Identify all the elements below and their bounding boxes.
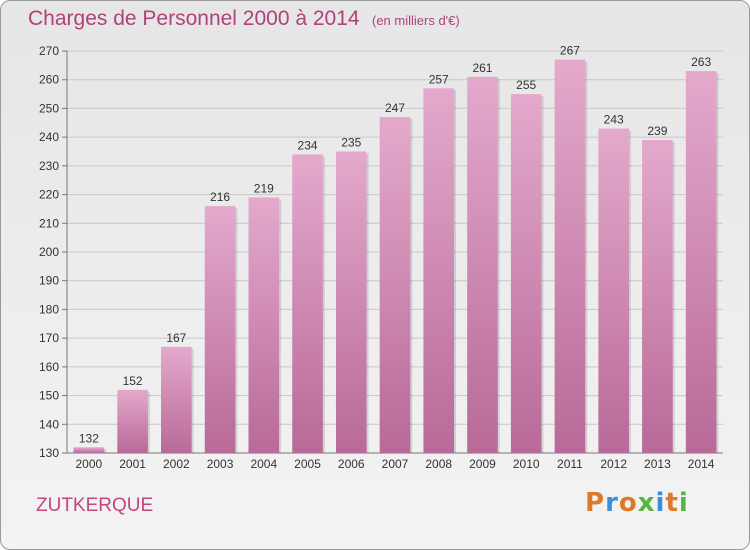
bar-2014	[685, 71, 717, 453]
data-labels: 132 152 167 216 219 234 235 247 257 261 255 267 243 2…	[79, 44, 712, 446]
data-label: 219	[254, 181, 274, 195]
x-tick-label: 2013	[644, 457, 671, 471]
logo-letter: x	[637, 488, 656, 518]
x-tick-label: 2007	[382, 457, 409, 471]
logo-letter: i	[678, 488, 689, 518]
data-label: 234	[298, 138, 318, 152]
data-label: 261	[472, 61, 492, 75]
y-tick-label: 130	[39, 446, 59, 460]
logo-letter: P	[585, 488, 606, 518]
bar-2006	[335, 151, 367, 453]
x-tick-label: 2004	[250, 457, 277, 471]
x-tick-label: 2006	[338, 457, 365, 471]
bar-2011	[554, 59, 586, 453]
x-tick-label: 2008	[425, 457, 452, 471]
x-tick-label: 2010	[513, 457, 540, 471]
bars	[73, 59, 719, 454]
data-label: 132	[79, 431, 99, 445]
bar-2000	[73, 447, 105, 453]
bar-2012	[598, 128, 629, 453]
chart-subtitle: (en milliers d'€)	[372, 13, 460, 28]
logo-letter: i	[655, 488, 666, 518]
x-tick-label: 2009	[469, 457, 496, 471]
y-tick-label: 190	[39, 274, 59, 288]
y-tick-label: 270	[39, 44, 59, 58]
y-tick-label: 240	[39, 130, 59, 144]
data-label: 255	[516, 78, 536, 92]
x-axis-ticks: 2000 2001 2002 2003 2004 2005 2006 2007 2008 2009…	[76, 457, 715, 471]
y-tick-label: 140	[39, 417, 59, 431]
bar-2005	[292, 154, 323, 453]
data-label: 247	[385, 101, 405, 115]
logo-letter: t	[665, 488, 679, 518]
y-tick-label: 210	[39, 216, 59, 230]
y-tick-label: 250	[39, 101, 59, 115]
y-tick-label: 200	[39, 245, 59, 259]
data-label: 152	[123, 374, 143, 388]
x-tick-label: 2011	[557, 457, 583, 471]
x-tick-label: 2014	[688, 457, 715, 471]
x-tick-label: 2002	[163, 457, 190, 471]
x-tick-label: 2000	[76, 457, 103, 471]
bar-2003	[204, 206, 236, 453]
proxiti-logo: Proxiti	[585, 488, 689, 518]
bar-2008	[423, 88, 455, 453]
data-label: 267	[560, 44, 580, 58]
y-tick-label: 180	[39, 302, 59, 316]
y-tick-label: 170	[39, 331, 59, 345]
x-tick-label: 2001	[119, 457, 146, 471]
logo-letter: o	[618, 488, 638, 518]
data-label: 243	[604, 113, 624, 127]
y-tick-label: 230	[39, 159, 59, 173]
x-tick-label: 2005	[294, 457, 321, 471]
data-label: 239	[647, 124, 667, 138]
y-tick-label: 220	[39, 188, 59, 202]
bar-2002	[161, 346, 192, 453]
data-label: 263	[691, 55, 711, 69]
data-label: 235	[341, 136, 361, 150]
bar-2013	[642, 140, 673, 453]
bar-2010	[510, 94, 542, 454]
x-tick-label: 2012	[600, 457, 627, 471]
chart-title: Charges de Personnel 2000 à 2014	[28, 7, 360, 30]
data-label: 216	[210, 190, 230, 204]
y-tick-label: 160	[39, 360, 59, 374]
y-tick-label: 260	[39, 73, 59, 87]
bar-2007	[379, 117, 411, 454]
bar-2004	[248, 197, 280, 453]
y-tick-label: 150	[39, 389, 59, 403]
bar-2009	[467, 76, 498, 453]
bar-2001	[117, 389, 148, 453]
x-tick-label: 2003	[207, 457, 234, 471]
commune-name: ZUTKERQUE	[36, 495, 154, 516]
logo-letter: r	[605, 488, 619, 518]
data-label: 257	[429, 72, 449, 86]
data-label: 167	[166, 331, 186, 345]
